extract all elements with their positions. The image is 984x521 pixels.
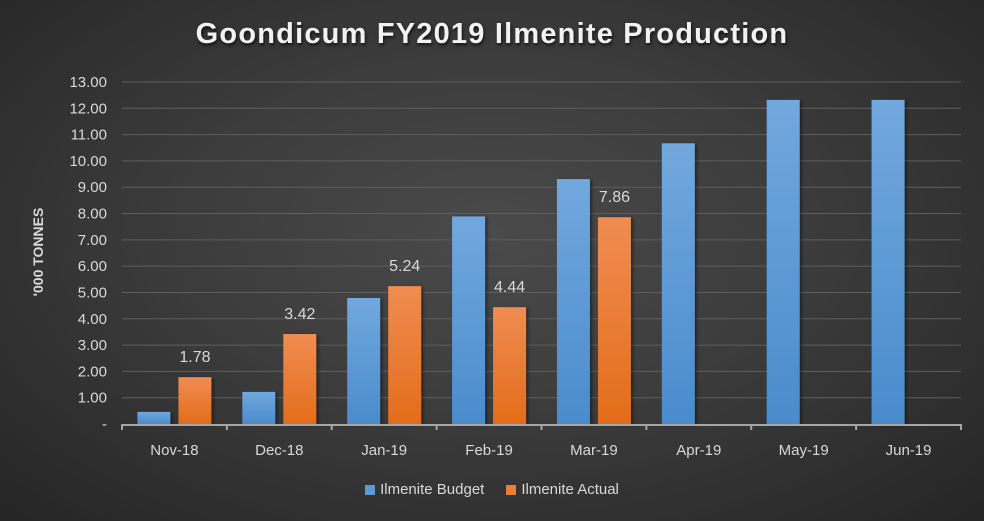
y-tick-label: 3.00 xyxy=(78,337,107,354)
x-tick-label: Mar-19 xyxy=(570,442,618,459)
x-tick-label: May-19 xyxy=(779,442,829,459)
bars xyxy=(137,99,905,425)
y-tick-label: 12.00 xyxy=(69,100,107,117)
data-label: 4.44 xyxy=(494,279,525,296)
legend-label-budget: Ilmenite Budget xyxy=(380,481,485,498)
legend-item-actual[interactable]: Ilmenite Actual xyxy=(506,481,619,498)
x-tick-label: Feb-19 xyxy=(465,442,513,459)
bar-actual[interactable] xyxy=(388,286,422,424)
y-tick-label: 13.00 xyxy=(69,74,107,91)
legend-swatch-actual xyxy=(506,484,517,495)
y-tick-label: 10.00 xyxy=(69,153,107,170)
bar-actual[interactable] xyxy=(283,334,317,424)
x-tick-label: Apr-19 xyxy=(676,442,721,459)
legend-item-budget[interactable]: Ilmenite Budget xyxy=(365,481,484,498)
legend-label-actual: Ilmenite Actual xyxy=(521,481,619,498)
bar-budget[interactable] xyxy=(347,297,381,424)
y-tick-label: - xyxy=(102,416,107,433)
data-label: 7.86 xyxy=(599,189,630,206)
bar-budget[interactable] xyxy=(556,179,590,424)
bar-actual[interactable] xyxy=(178,377,212,424)
x-axis: Nov-18 Dec-18 Jan-19 Feb-19 Mar-19 Apr-19 May-… xyxy=(121,424,962,459)
y-tick-label: 2.00 xyxy=(78,363,107,380)
bar-budget[interactable] xyxy=(137,411,171,424)
y-tick-label: 1.00 xyxy=(78,390,107,407)
bar-actual[interactable] xyxy=(493,307,527,424)
bar-actual[interactable] xyxy=(597,217,631,424)
y-tick-label: 7.00 xyxy=(78,232,107,249)
legend: Ilmenite Budget Ilmenite Actual xyxy=(0,481,984,498)
y-axis-ticks: - 1.00 2.00 3.00 4.00 5.00 6.00 7.00 8.00 9.00 10.… xyxy=(69,74,107,433)
legend-swatch-budget xyxy=(365,484,376,495)
data-label: 3.42 xyxy=(284,306,315,323)
y-tick-label: 5.00 xyxy=(78,284,107,301)
y-tick-label: 11.00 xyxy=(71,127,107,144)
data-label: 5.24 xyxy=(389,258,420,275)
data-label: 1.78 xyxy=(179,349,210,366)
y-tick-label: 9.00 xyxy=(78,179,107,196)
bar-budget[interactable] xyxy=(452,216,486,424)
x-tick-label: Jan-19 xyxy=(361,442,407,459)
y-tick-label: 8.00 xyxy=(78,206,107,223)
chart-title: Goondicum FY2019 Ilmenite Production xyxy=(195,18,789,50)
x-tick-label: Jun-19 xyxy=(886,442,932,459)
gridlines xyxy=(122,81,961,399)
bar-budget[interactable] xyxy=(871,99,905,425)
data-labels: 1.78 3.42 5.24 4.44 7.86 xyxy=(179,189,630,366)
bar-budget[interactable] xyxy=(766,99,800,425)
y-tick-label: 4.00 xyxy=(78,311,107,328)
bar-budget[interactable] xyxy=(661,143,695,424)
x-tick-label: Dec-18 xyxy=(255,442,303,459)
y-tick-label: 6.00 xyxy=(78,258,107,275)
bar-budget[interactable] xyxy=(242,391,276,424)
x-tick-label: Nov-18 xyxy=(150,442,198,459)
